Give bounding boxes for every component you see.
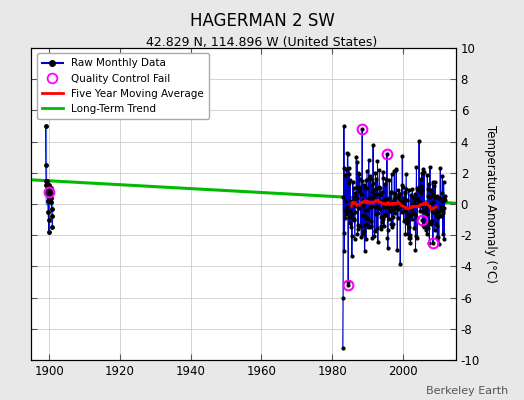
Text: 42.829 N, 114.896 W (United States): 42.829 N, 114.896 W (United States) xyxy=(146,36,378,49)
Text: HAGERMAN 2 SW: HAGERMAN 2 SW xyxy=(190,12,334,30)
Y-axis label: Temperature Anomaly (°C): Temperature Anomaly (°C) xyxy=(484,125,497,283)
Legend: Raw Monthly Data, Quality Control Fail, Five Year Moving Average, Long-Term Tren: Raw Monthly Data, Quality Control Fail, … xyxy=(37,53,209,119)
Text: Berkeley Earth: Berkeley Earth xyxy=(426,386,508,396)
